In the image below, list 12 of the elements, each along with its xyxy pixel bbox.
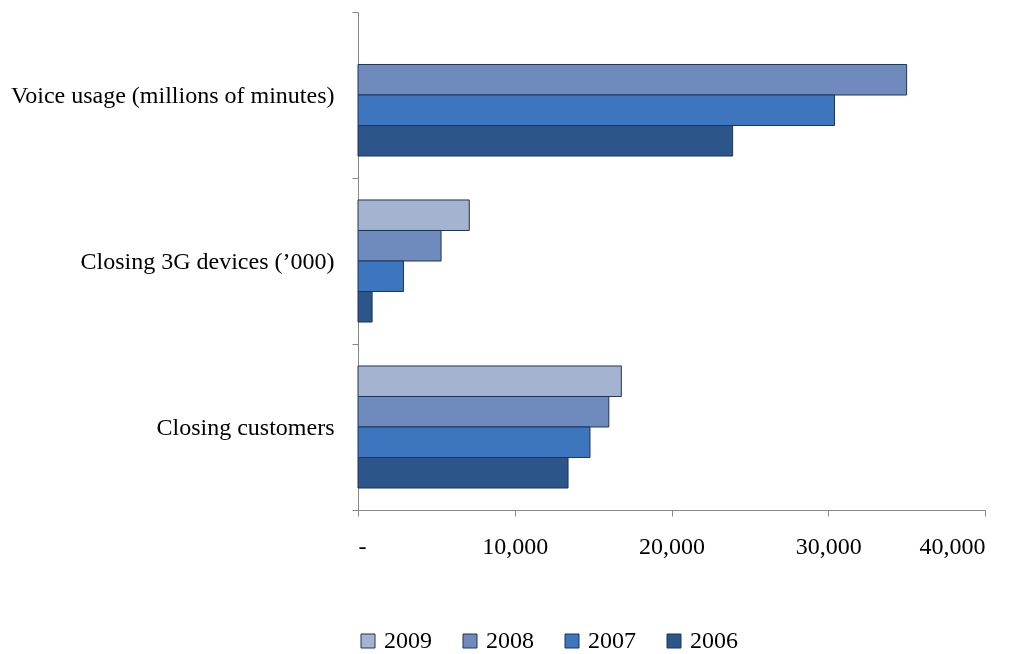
x-tick-label: 30,000 xyxy=(795,532,862,559)
x-tick-label: - xyxy=(358,532,367,559)
y-tick-label: Voice usage (millions of minutes) xyxy=(10,81,335,108)
y-tick-label: Closing 3G devices (’000) xyxy=(80,247,335,274)
legend-label: 2009 xyxy=(384,627,432,653)
x-tick-label: 10,000 xyxy=(482,532,549,559)
x-tick-label: 20,000 xyxy=(639,532,705,559)
legend-label: 2008 xyxy=(486,627,534,653)
y-tick-label: Closing customers xyxy=(156,413,335,440)
legend-label: 2007 xyxy=(588,627,636,653)
x-tick-label: 40,000 xyxy=(919,532,986,559)
legend-label: 2006 xyxy=(690,627,738,653)
